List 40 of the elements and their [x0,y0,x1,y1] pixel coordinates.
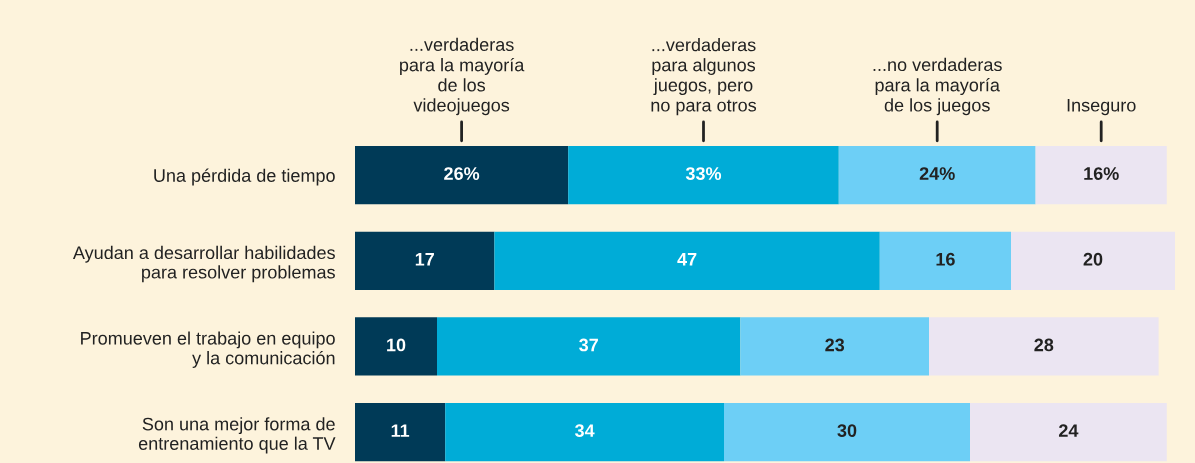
bar [437,317,741,376]
bar [355,317,437,376]
y-tick-label: Una pérdida de tiempo [154,168,335,186]
y-tick-label: Promueven el trabajo en equipo y la comunicación [81,331,335,368]
y-tick-label: Ayudan a desarrollar habilidades para resolver problemas [72,245,335,283]
bar [838,146,1036,205]
data-label: 26% [444,167,480,180]
bar [355,231,495,290]
bar [724,403,970,462]
data-label: 10 [387,338,406,352]
data-label: 33% [685,167,722,180]
bar [355,146,569,205]
bar [355,403,446,462]
data-label: 24 [1058,424,1079,437]
data-label: 37 [579,338,598,352]
bar [445,403,724,462]
bar [879,231,1011,290]
data-label: 16 [936,252,955,266]
data-label: 11 [391,424,410,437]
bar [929,317,1159,376]
data-label: 47 [677,253,697,266]
data-label: 30 [837,424,857,438]
bar [568,146,839,205]
data-label: 17 [415,253,434,266]
data-label: 20 [1083,252,1103,266]
series-label: ...verdaderas para la mayoría de los videojuegos [400,37,525,116]
y-tick-label: Son una mejor forma de entrenamiento que la TV [138,417,336,454]
bar [1035,146,1167,205]
series-label: Inseguro [1067,98,1136,116]
data-label: 34 [574,424,595,438]
data-label: 24% [919,167,955,180]
data-label: 28 [1034,338,1054,352]
bar [970,403,1167,462]
data-label: 16% [1084,167,1119,180]
series-label: ...no verdaderas para la mayoría de los juegos [873,57,1002,116]
bar [740,317,929,376]
series-label: ...verdaderas para algunos juegos, pero no para otros [651,38,757,116]
bar [494,231,880,290]
data-label: 23 [825,338,845,352]
bar [1011,231,1175,290]
